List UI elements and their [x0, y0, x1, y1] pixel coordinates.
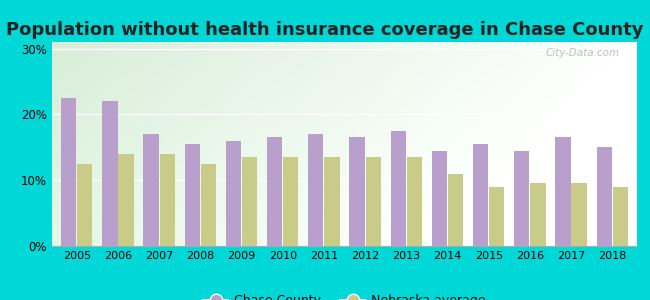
Bar [613, 187, 628, 246]
Bar [391, 131, 406, 246]
Bar [448, 174, 463, 246]
Bar [432, 151, 447, 246]
Bar [407, 157, 422, 246]
Bar [365, 157, 381, 246]
Bar [530, 184, 545, 246]
Bar [350, 137, 365, 246]
Bar [597, 147, 612, 246]
Bar [571, 184, 587, 246]
Bar [267, 137, 282, 246]
Text: Population without health insurance coverage in Chase County: Population without health insurance cove… [6, 21, 644, 39]
Bar [514, 151, 530, 246]
Bar [308, 134, 324, 246]
Bar [61, 98, 76, 246]
Bar [118, 154, 133, 246]
Text: City-Data.com: City-Data.com [545, 48, 619, 58]
Bar [556, 137, 571, 246]
Bar [102, 101, 118, 246]
Bar [185, 144, 200, 246]
Bar [159, 154, 175, 246]
Bar [283, 157, 298, 246]
Bar [226, 141, 241, 246]
Legend: Chase County, Nebraska average: Chase County, Nebraska average [198, 289, 491, 300]
Bar [242, 157, 257, 246]
Bar [489, 187, 504, 246]
Bar [77, 164, 92, 246]
Bar [201, 164, 216, 246]
Bar [144, 134, 159, 246]
Bar [473, 144, 488, 246]
Bar [324, 157, 339, 246]
